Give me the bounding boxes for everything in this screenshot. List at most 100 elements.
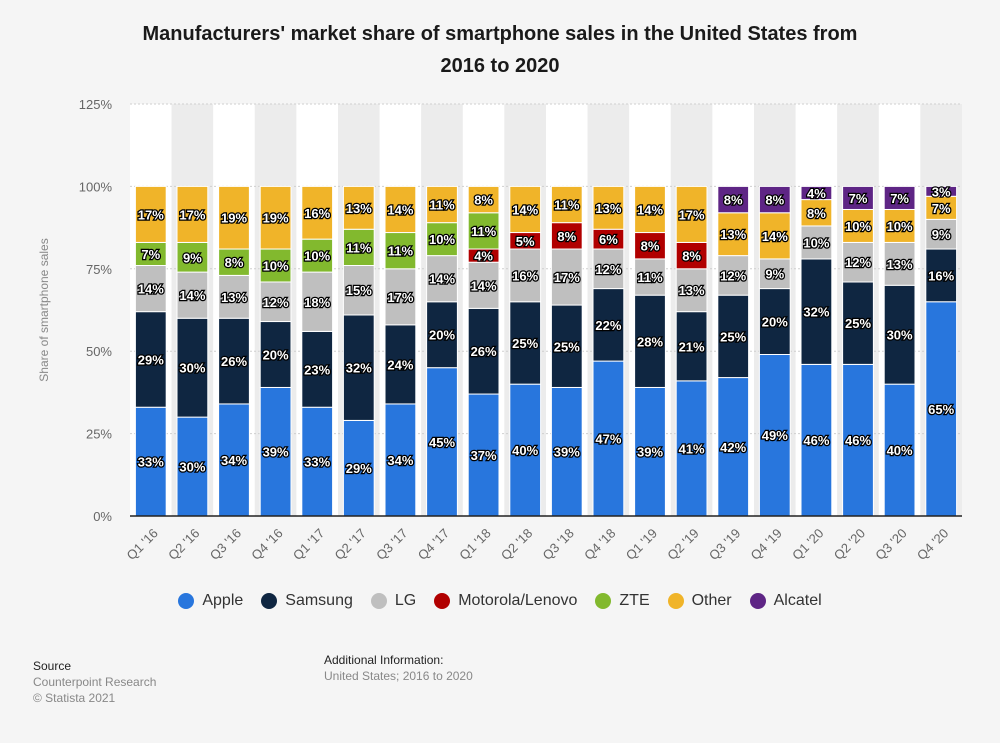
bar-segment-apple: [176, 416, 209, 517]
bar-segment-samsung: [509, 301, 542, 385]
bar-segment-zte: [384, 232, 417, 270]
data-label: 25%: [554, 339, 580, 354]
x-tick-label: Q4 '20: [914, 526, 951, 563]
bar-segment-other: [717, 212, 750, 257]
legend-item-alcatel[interactable]: Alcatel: [749, 592, 822, 610]
additional-info-heading[interactable]: Additional Information:: [324, 653, 444, 667]
x-tick-label: Q1 '20: [789, 526, 826, 563]
data-label: 13%: [679, 283, 705, 298]
data-label: 17%: [138, 207, 164, 222]
bar-segment-samsung: [426, 301, 458, 369]
data-label: 25%: [512, 336, 538, 351]
bar-segment-zte: [426, 222, 458, 257]
data-label: 40%: [887, 443, 913, 458]
data-label: 26%: [471, 344, 497, 359]
data-label: 42%: [720, 440, 746, 455]
data-label: 10%: [263, 259, 289, 274]
legend-item-samsung[interactable]: Samsung: [261, 592, 353, 610]
legend-item-zte[interactable]: ZTE: [595, 592, 650, 610]
source-block: Source Counterpoint Research © Statista …: [33, 658, 156, 706]
y-tick-label: 100%: [79, 179, 113, 194]
data-label: 33%: [138, 455, 164, 470]
bar-segment-lg: [592, 248, 625, 290]
legend-swatch: [749, 593, 766, 609]
x-tick-label: Q3 '17: [373, 526, 410, 563]
data-label: 17%: [179, 207, 205, 222]
data-label: 8%: [765, 193, 784, 208]
legend: Apple Samsung LG Motorola/Lenovo ZTE Other Alc…: [0, 592, 1000, 610]
data-label: 25%: [720, 329, 746, 344]
legend-label: Samsung: [285, 592, 353, 609]
data-label: 6%: [599, 232, 618, 247]
x-tick-label: Q4 '18: [581, 526, 618, 563]
data-label: 17%: [554, 270, 580, 285]
bar-segment-samsung: [218, 317, 250, 405]
data-label: 34%: [221, 453, 247, 468]
data-label: 9%: [932, 227, 951, 242]
x-tick-label: Q2 '16: [165, 526, 202, 563]
data-label: 29%: [346, 461, 372, 476]
legend-item-apple[interactable]: Apple: [178, 592, 243, 610]
bar-segment-apple: [800, 363, 833, 517]
bar-segment-apple: [467, 393, 500, 517]
legend-item-motorola-lenovo[interactable]: Motorola/Lenovo: [434, 592, 577, 610]
bar-segment-zte: [176, 241, 209, 273]
bar-segment-other: [301, 185, 334, 240]
source-name[interactable]: Counterpoint Research: [33, 675, 157, 689]
data-label: 8%: [225, 255, 244, 270]
bar-segment-apple: [259, 386, 292, 517]
legend-item-other[interactable]: Other: [667, 592, 732, 610]
data-label: 30%: [179, 361, 205, 376]
legend-label: Motorola/Lenovo: [458, 592, 578, 609]
bar-segment-lg: [218, 274, 250, 319]
data-label: 16%: [512, 268, 538, 283]
data-label: 9%: [183, 250, 202, 265]
data-label: 17%: [387, 290, 413, 305]
data-label: 7%: [932, 201, 951, 216]
data-label: 12%: [845, 255, 871, 270]
x-tick-label: Q4 '19: [748, 526, 785, 563]
data-label: 10%: [845, 219, 871, 234]
data-label: 8%: [682, 249, 701, 264]
data-label: 47%: [595, 432, 621, 447]
legend-swatch: [178, 593, 195, 609]
bar-segment-lg: [842, 241, 874, 283]
bar-segment-samsung: [675, 311, 708, 382]
data-label: 39%: [637, 445, 663, 460]
data-label: 45%: [429, 435, 455, 450]
bar-segment-zte: [342, 228, 375, 267]
bar-segment-other: [176, 185, 209, 243]
bar-segment-lg: [176, 271, 209, 319]
data-label: 14%: [762, 229, 788, 244]
data-label: 19%: [263, 211, 289, 226]
data-label: 8%: [641, 239, 660, 254]
legend-swatch: [595, 593, 612, 609]
data-label: 14%: [512, 202, 538, 217]
data-label: 17%: [679, 207, 705, 222]
bar-segment-samsung: [592, 288, 625, 362]
data-label: 46%: [803, 433, 829, 448]
bar-segment-other: [384, 185, 417, 234]
bar-segment-samsung: [717, 294, 750, 379]
y-tick-label: 0%: [93, 509, 112, 524]
bar-segment-samsung: [883, 284, 916, 385]
bar-segment-other: [592, 185, 625, 230]
bar-segment-samsung: [842, 281, 874, 365]
x-tick-label: Q1 '16: [124, 526, 161, 563]
data-label: 8%: [724, 193, 743, 208]
bar-segment-alcatel: [717, 185, 750, 214]
data-label: 39%: [263, 445, 289, 460]
x-tick-label: Q4 '17: [415, 526, 452, 563]
copyright: © Statista 2021: [33, 691, 116, 705]
bar-segment-alcatel: [758, 185, 791, 214]
bar-segment-lg: [509, 248, 542, 303]
y-tick-label: 25%: [86, 427, 112, 442]
bar-segment-alcatel: [925, 185, 958, 197]
data-label: 29%: [138, 352, 164, 367]
data-label: 18%: [304, 295, 330, 310]
additional-info-text: United States; 2016 to 2020: [324, 669, 473, 683]
x-tick-label: Q3 '19: [706, 526, 743, 563]
legend-item-lg[interactable]: LG: [370, 592, 416, 610]
data-label: 33%: [304, 455, 330, 470]
data-label: 10%: [887, 219, 913, 234]
